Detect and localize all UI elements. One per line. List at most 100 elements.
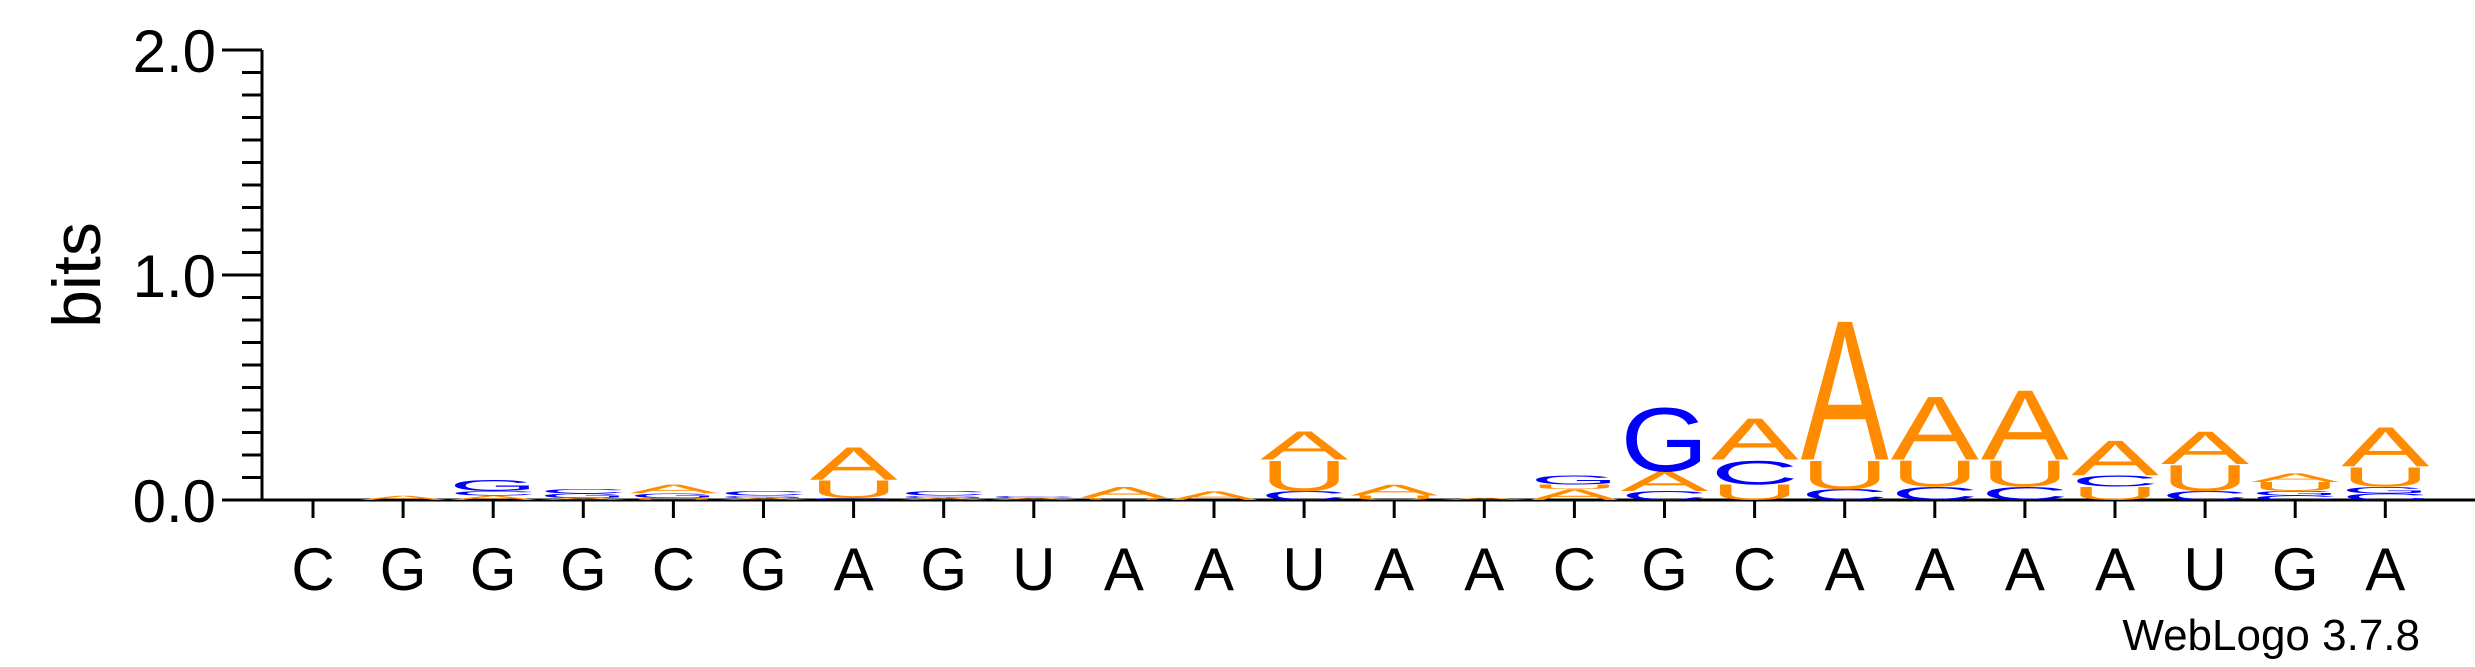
logo-letter-U: U bbox=[1350, 494, 1438, 501]
logo-letter-C: C bbox=[1801, 486, 1889, 503]
x-tick-label: U bbox=[1282, 536, 1325, 603]
svg-text:A: A bbox=[1801, 279, 1889, 503]
svg-text:G: G bbox=[1530, 473, 1618, 487]
logo-letter-U: U bbox=[1981, 452, 2069, 494]
x-tick-label: A bbox=[2095, 536, 2135, 603]
svg-text:A: A bbox=[1440, 497, 1528, 500]
logo-letter-U: U bbox=[1801, 452, 1889, 497]
logo-letter-A: A bbox=[1440, 497, 1528, 500]
svg-text:C: C bbox=[2341, 492, 2429, 503]
logo-letter-C: C bbox=[1891, 483, 1979, 504]
x-tick-label: A bbox=[1915, 536, 1955, 603]
svg-text:U: U bbox=[2341, 461, 2429, 492]
x-tick-label: C bbox=[291, 536, 334, 603]
logo-letter-A: A bbox=[1711, 406, 1799, 472]
logo-letter-C: C bbox=[2341, 492, 2429, 503]
svg-text:A: A bbox=[1080, 484, 1169, 501]
svg-text:G: G bbox=[449, 477, 537, 494]
x-tick-label: A bbox=[1825, 536, 1865, 603]
x-tick-label: A bbox=[2365, 536, 2405, 603]
logo-letter-A: A bbox=[2251, 471, 2339, 485]
logo-letter-C: C bbox=[2071, 473, 2159, 490]
logo-letter-C: C bbox=[2251, 494, 2339, 501]
logo-letter-C: C bbox=[1260, 489, 1348, 503]
svg-text:A: A bbox=[539, 497, 627, 500]
x-tick-label: U bbox=[1012, 536, 1055, 603]
logo-letter-G: G bbox=[2251, 490, 2339, 497]
logo-letter-C: C bbox=[1981, 483, 2069, 504]
x-tick-label: G bbox=[920, 536, 967, 603]
logo-letter-G: G bbox=[810, 497, 898, 500]
svg-text:A: A bbox=[1350, 482, 1439, 499]
svg-text:U: U bbox=[1530, 483, 1618, 490]
logo-letter-A: A bbox=[359, 494, 447, 501]
logo-letter-G: G bbox=[900, 495, 988, 498]
svg-text:U: U bbox=[1260, 452, 1348, 501]
y-tick-label: 2.0 bbox=[133, 18, 216, 85]
logo-letter-C: C bbox=[2161, 489, 2249, 503]
svg-text:C: C bbox=[2071, 473, 2159, 490]
svg-text:G: G bbox=[539, 492, 627, 499]
x-tick-label: C bbox=[652, 536, 695, 603]
logo-letter-G: G bbox=[1621, 390, 1709, 491]
svg-text:A: A bbox=[1530, 486, 1619, 503]
svg-text:C: C bbox=[1981, 483, 2069, 504]
svg-text:U: U bbox=[1801, 452, 1889, 497]
logo-letter-A: A bbox=[810, 438, 898, 490]
svg-text:C: C bbox=[449, 490, 537, 497]
logo-letter-U: U bbox=[1080, 497, 1168, 500]
logo-letter-U: U bbox=[2251, 480, 2339, 494]
svg-text:A: A bbox=[720, 497, 808, 500]
svg-text:A: A bbox=[900, 497, 988, 500]
logo-letter-A: A bbox=[720, 497, 808, 500]
logo-letter-A: A bbox=[2161, 422, 2249, 474]
svg-text:A: A bbox=[1621, 466, 1710, 497]
x-tick-label: A bbox=[2005, 536, 2045, 603]
svg-text:A: A bbox=[359, 494, 447, 501]
x-tick-label: A bbox=[1464, 536, 1504, 603]
logo-letter-A: A bbox=[1801, 279, 1889, 503]
svg-text:A: A bbox=[1711, 406, 1799, 472]
svg-text:C: C bbox=[720, 490, 808, 497]
svg-text:A: A bbox=[1981, 369, 2069, 481]
logo-letter-G: G bbox=[2341, 485, 2429, 496]
logo-letter-U: U bbox=[810, 475, 898, 503]
svg-text:U: U bbox=[2071, 483, 2159, 504]
svg-text:U: U bbox=[810, 475, 898, 503]
svg-text:C: C bbox=[1891, 483, 1979, 504]
x-tick-label: A bbox=[1194, 536, 1234, 603]
logo-letter-A: A bbox=[1170, 489, 1258, 503]
logo-letter-G: G bbox=[1530, 473, 1618, 487]
logo-letter-A: A bbox=[2071, 431, 2159, 487]
x-tick-label: U bbox=[2183, 536, 2226, 603]
logo-letter-U: U bbox=[2341, 461, 2429, 492]
x-tick-label: A bbox=[834, 536, 874, 603]
logo-letter-A: A bbox=[990, 497, 1078, 500]
svg-text:A: A bbox=[2341, 415, 2430, 478]
y-axis: 0.0 1.0 2.0 bits bbox=[39, 18, 264, 535]
logo-letter-G: G bbox=[629, 492, 717, 499]
svg-text:A: A bbox=[2071, 431, 2159, 487]
svg-text:U: U bbox=[629, 497, 717, 500]
weblogo-credit: WebLogo 3.7.8 bbox=[2122, 611, 2420, 660]
x-tick-label: G bbox=[470, 536, 517, 603]
svg-text:G: G bbox=[2341, 485, 2429, 496]
x-tick-label: A bbox=[1374, 536, 1414, 603]
logo-letter-A: A bbox=[1891, 378, 1979, 479]
x-tick-label: G bbox=[740, 536, 787, 603]
logo-letter-A: A bbox=[1981, 369, 2069, 481]
logo-letter-G: G bbox=[539, 492, 627, 499]
svg-text:G: G bbox=[2251, 490, 2339, 497]
svg-text:A: A bbox=[2251, 471, 2339, 485]
svg-text:G: G bbox=[629, 492, 717, 499]
logo-letter-G: G bbox=[720, 495, 808, 498]
svg-text:U: U bbox=[1080, 497, 1168, 500]
logo-letter-C: C bbox=[539, 488, 627, 495]
svg-text:A: A bbox=[2161, 422, 2249, 474]
logo-letter-A: A bbox=[1621, 466, 1710, 497]
x-tick-label: G bbox=[2272, 536, 2319, 603]
logo-letter-C: C bbox=[720, 490, 808, 497]
svg-text:C: C bbox=[539, 488, 627, 495]
